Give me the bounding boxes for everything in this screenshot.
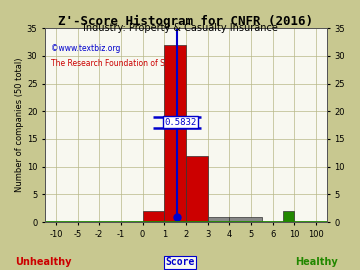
Text: ©www.textbiz.org: ©www.textbiz.org — [51, 43, 120, 53]
Text: Healthy: Healthy — [296, 257, 338, 267]
Bar — [164, 45, 186, 222]
Title: Z'-Score Histogram for CNFR (2016): Z'-Score Histogram for CNFR (2016) — [58, 15, 314, 28]
Text: Score: Score — [165, 257, 195, 267]
Bar — [143, 211, 164, 222]
Bar — [283, 211, 294, 222]
Y-axis label: Number of companies (50 total): Number of companies (50 total) — [15, 58, 24, 192]
Text: The Research Foundation of SUNY: The Research Foundation of SUNY — [51, 59, 180, 68]
Bar — [208, 217, 229, 222]
Text: Industry: Property & Casualty Insurance: Industry: Property & Casualty Insurance — [82, 23, 278, 33]
Text: 0.5832: 0.5832 — [164, 118, 196, 127]
Bar — [186, 156, 208, 222]
Text: Unhealthy: Unhealthy — [15, 257, 71, 267]
Bar — [229, 217, 262, 222]
